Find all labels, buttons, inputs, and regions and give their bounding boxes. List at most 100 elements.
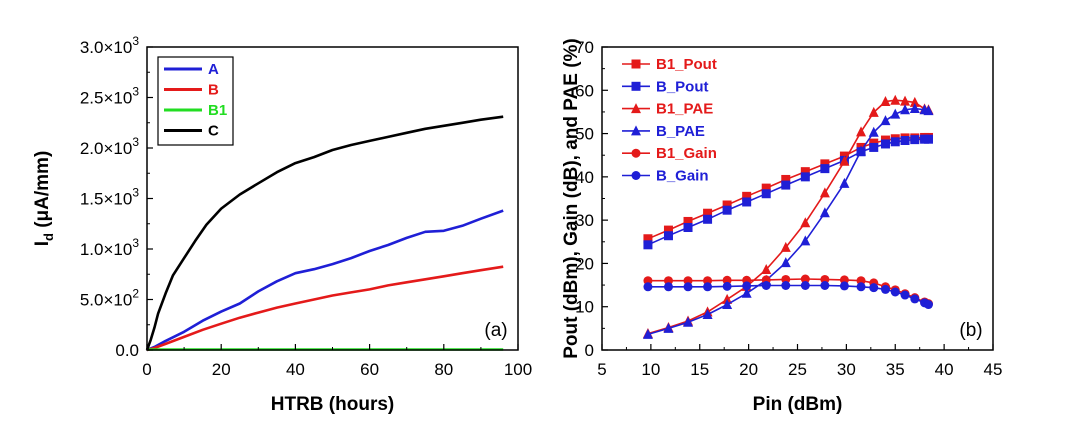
marker-B1_Pout [663,225,673,235]
legend-marker-B_PAE [631,125,641,136]
a-y-tick-mantissa: 1.5×10 [80,190,132,209]
marker-B1_Pout [703,208,713,218]
a-y-tick-label: 2.0×103 [80,135,139,158]
series-line-A [146,209,504,352]
marker-B_Pout [742,197,752,207]
marker-B1_Pout [742,191,752,201]
legend-label-B_PAE: B_PAE [656,123,705,140]
marker-B_Pout [900,135,910,145]
a-x-tick-label: 60 [360,360,379,379]
marker-B_PAE [909,102,920,113]
b-y-tick-label: 30 [575,211,594,230]
panel-a-y-label-main: I [32,241,53,246]
a-y-tick-mantissa: 3.0×10 [80,38,132,57]
marker-B1_Pout [643,234,653,244]
marker-B1_Pout [683,216,693,226]
a-y-tick-exponent: 2 [132,287,139,301]
b-x-tick-label: 30 [837,360,856,379]
marker-B1_Pout [800,167,810,177]
marker-B_Pout [703,214,713,224]
a-y-tick-label: 1.0×103 [80,236,139,259]
legend-label-B1_PAE: B1_PAE [656,101,713,118]
marker-B_Gain [869,283,879,293]
marker-B_PAE [780,257,791,268]
b-y-tick-label: 50 [575,125,594,144]
a-y-tick-mantissa: 2.5×10 [80,89,132,108]
a-y-tick-mantissa: 5.0×10 [80,291,132,310]
panel-b-axis-ticks: 5 10 15 20 25 30 35 40 45 0 10 20 30 40 50 60 70 [575,38,1002,379]
a-y-tick-exponent: 3 [132,135,139,149]
panel-a-legend: AB B1 C [157,56,234,146]
marker-B_PAE [868,126,879,137]
marker-B1_PAE [880,96,891,107]
panel-b-x-axis-label: Pin (dBm) [753,394,843,415]
a-y-tick-label: 0.0 [115,341,139,360]
legend-marker-B1_PAE [631,103,641,114]
marker-B_PAE [880,115,891,126]
panel-a-x-axis-label: HTRB (hours) [271,394,394,415]
b-x-tick-label: 45 [984,360,1003,379]
marker-B_PAE [702,309,713,320]
legend-marker-B_Gain [631,171,641,180]
a-x-tick-label: 100 [504,360,532,379]
marker-B_Pout [722,205,732,215]
b-x-tick-label: 25 [788,360,807,379]
marker-B_Gain [900,290,910,300]
a-y-tick-exponent: 3 [132,236,139,250]
a-y-tick-label: 2.5×103 [80,85,139,108]
marker-B_Gain [856,282,866,292]
legend-label-B_Gain: B_Gain [656,168,709,185]
a-y-tick-label: 3.0×103 [80,34,139,57]
marker-B1_Pout [761,183,771,193]
b-y-tick-label: 40 [575,168,594,187]
marker-B_Pout [890,137,900,147]
marker-B1_PAE [900,95,911,106]
panel-a-label: (a) [484,320,507,341]
marker-B1_PAE [722,293,733,304]
panel-a-y-label-unit: (μA/mm) [32,151,53,233]
marker-B1_Gain [800,274,810,284]
marker-B1_Pout [722,200,732,210]
panel-b-chart: 5 10 15 20 25 30 35 40 45 0 10 20 30 40 50 60 70 B1_Pout… [561,38,1002,415]
a-y-tick-exponent: 3 [132,85,139,99]
b-y-tick-label: 20 [575,254,594,273]
marker-B1_PAE [761,263,772,274]
panel-b-label: (b) [959,320,982,341]
marker-B_PAE [839,177,850,188]
marker-B1_Pout [820,159,830,169]
legend-label-C: C [208,123,219,140]
marker-B_Pout [683,223,693,233]
marker-B_PAE [900,104,911,115]
marker-B1_PAE [868,106,879,117]
marker-B_Gain [820,281,830,291]
marker-B_Gain [742,281,752,291]
marker-B_Gain [683,282,693,292]
marker-B_PAE [890,108,901,119]
panel-b-y-axis-label: Pout (dBm), Gain (dB), and PAE (%) [561,38,582,359]
marker-B_Pout [761,189,771,199]
b-y-tick-label: 0 [585,341,594,360]
b-x-tick-label: 20 [739,360,758,379]
legend-label-B1: B1 [208,102,227,119]
marker-B_Gain [923,300,933,310]
marker-B_Pout [880,139,890,149]
marker-B_Pout [781,180,791,190]
b-x-tick-label: 15 [690,360,709,379]
marker-B_PAE [923,105,934,116]
marker-B_Pout [820,164,830,174]
marker-B1_PAE [780,241,791,252]
marker-B1_PAE [800,217,811,228]
a-y-tick-mantissa: 1.0×10 [80,240,132,259]
panel-a-y-axis-label: Id (μA/mm) [32,151,56,247]
b-x-tick-label: 40 [935,360,954,379]
a-x-tick-label: 20 [212,360,231,379]
a-x-tick-label: 40 [286,360,305,379]
marker-B_Pout [643,240,653,250]
marker-B1_PAE [819,187,830,198]
a-x-tick-label: 0 [142,360,151,379]
series-line-B [146,265,504,352]
marker-B_Gain [890,287,900,297]
b-y-tick-label: 70 [575,38,594,57]
b-x-tick-label: 35 [886,360,905,379]
